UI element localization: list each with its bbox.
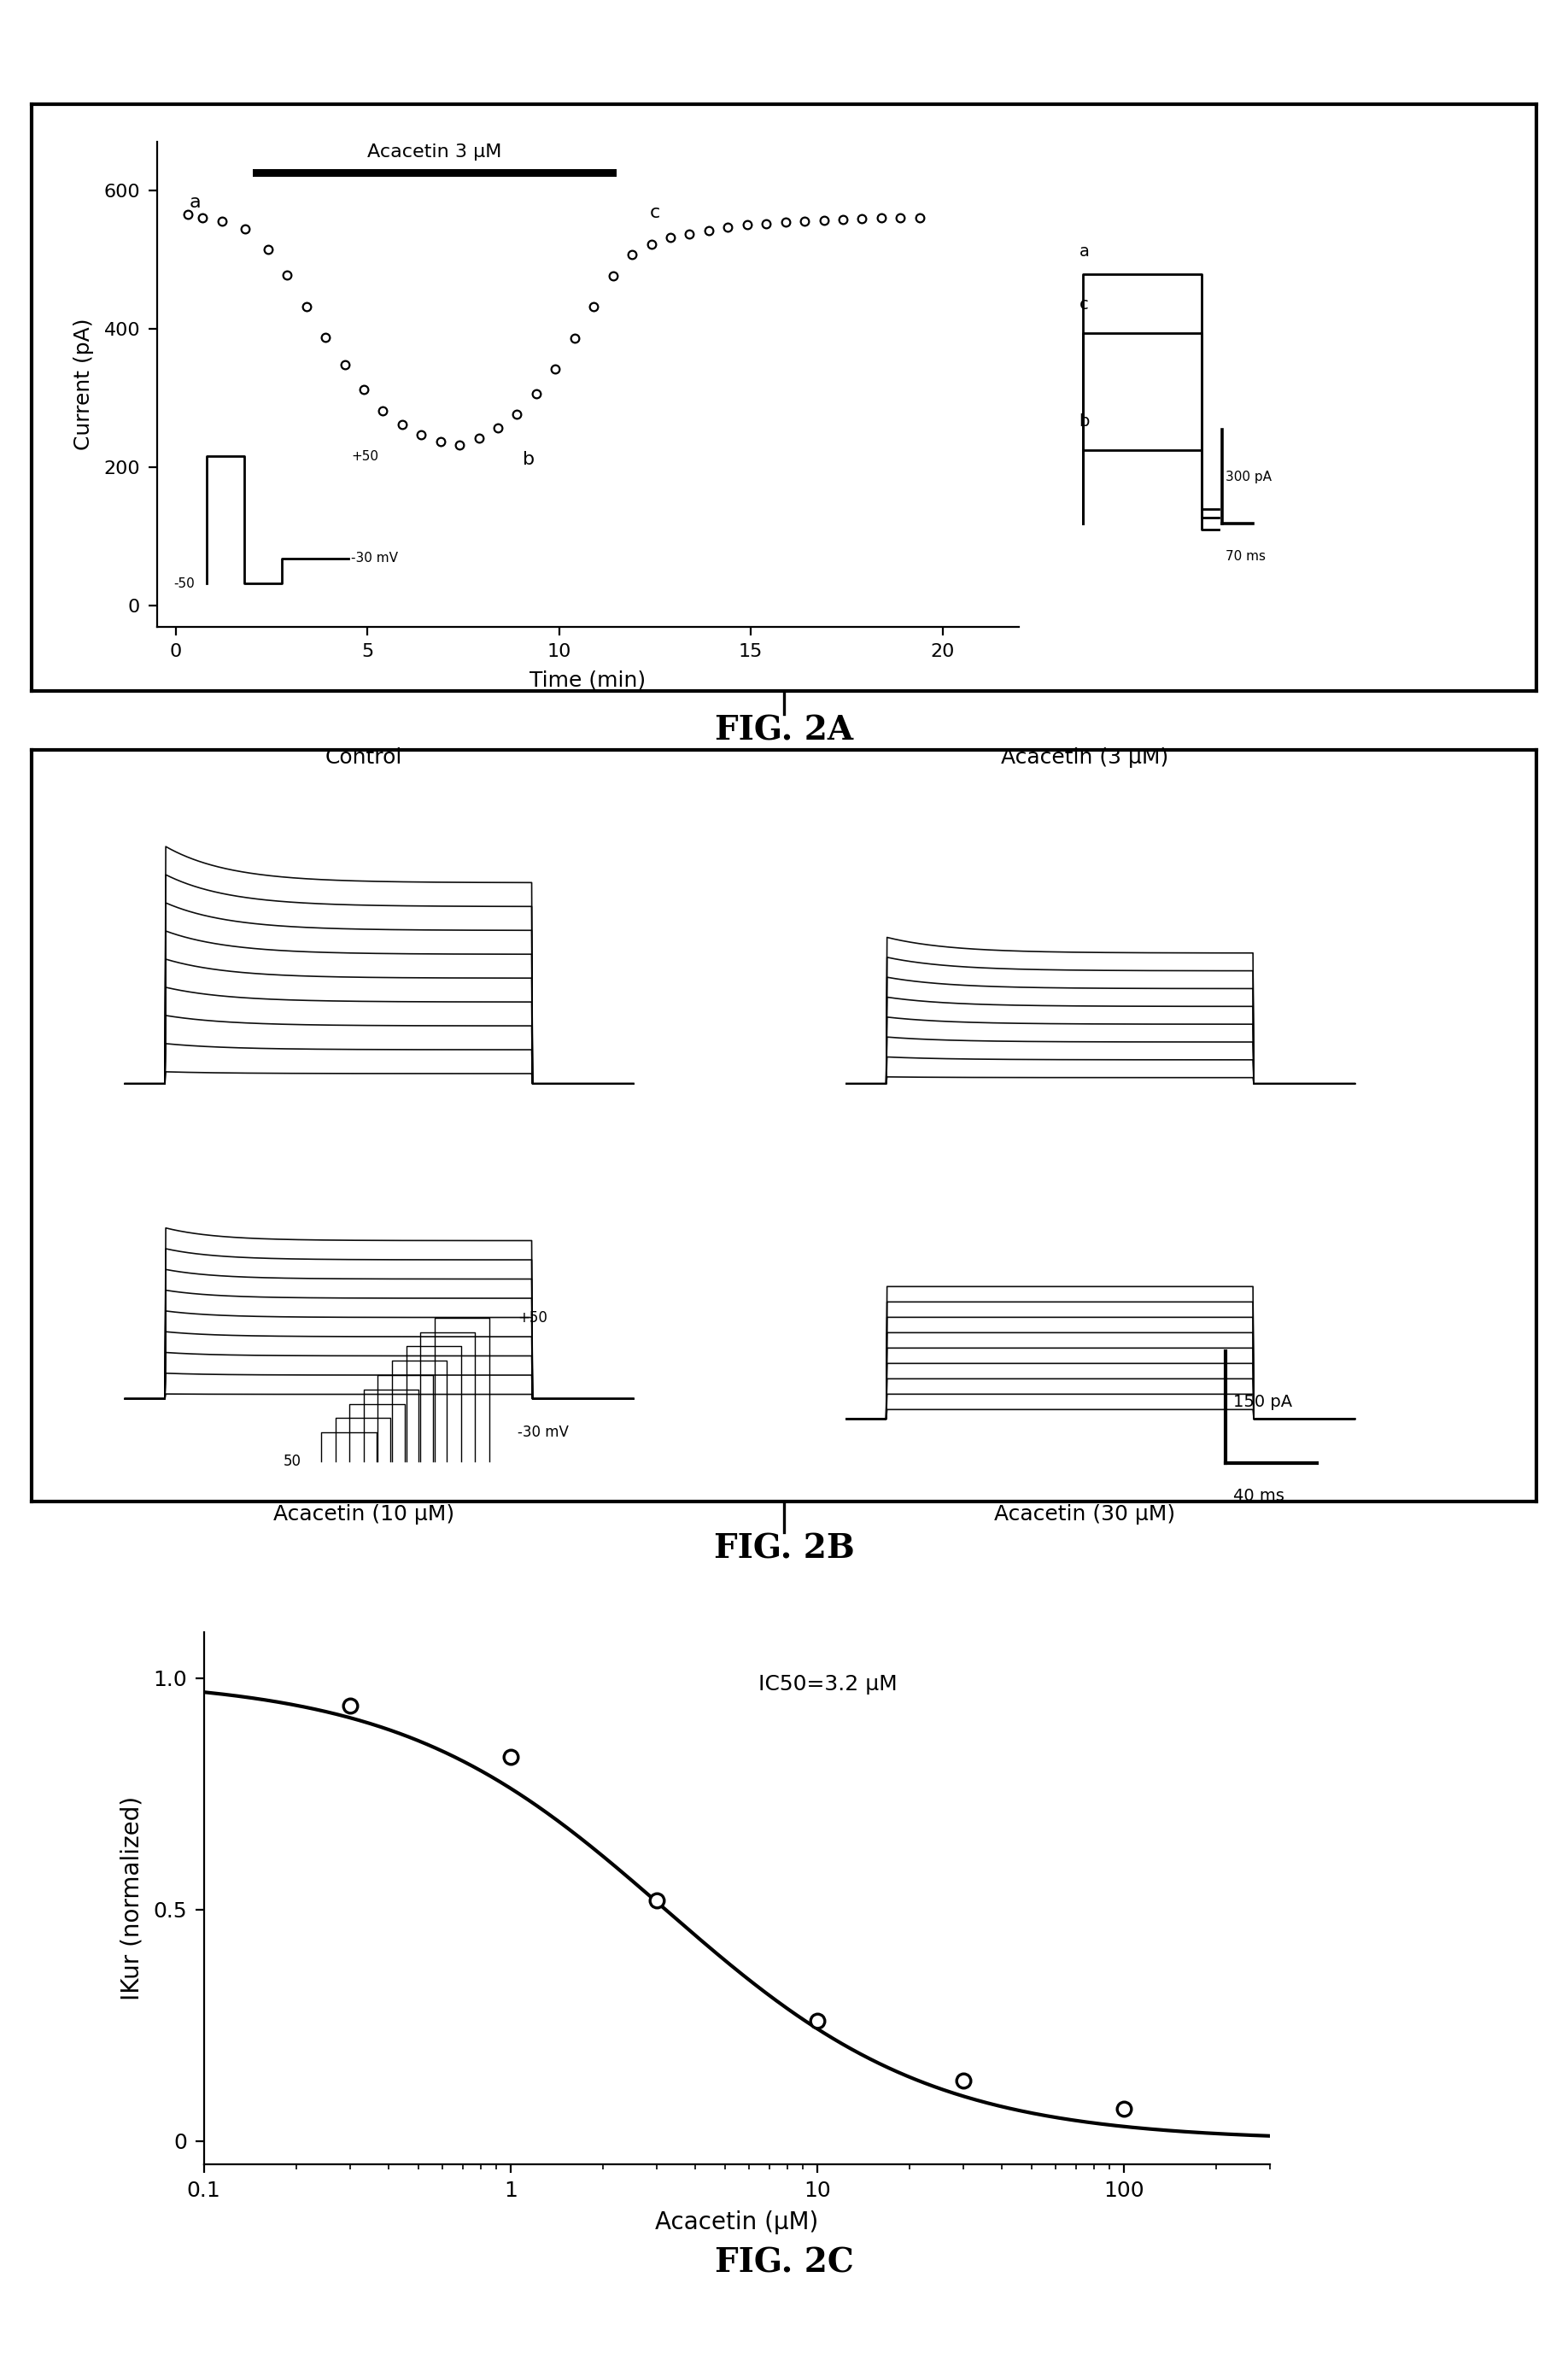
Text: a: a bbox=[1079, 244, 1090, 260]
Text: FIG. 2B: FIG. 2B bbox=[713, 1533, 855, 1566]
Text: 50: 50 bbox=[284, 1454, 301, 1469]
Y-axis label: Current (pA): Current (pA) bbox=[74, 319, 94, 449]
Text: IC50=3.2 μM: IC50=3.2 μM bbox=[759, 1674, 897, 1696]
Text: +50: +50 bbox=[517, 1310, 547, 1324]
Text: FIG. 2C: FIG. 2C bbox=[715, 2247, 853, 2280]
Text: 70 ms: 70 ms bbox=[1225, 551, 1265, 563]
Text: FIG. 2A: FIG. 2A bbox=[715, 714, 853, 747]
Text: 150 pA: 150 pA bbox=[1232, 1393, 1292, 1410]
Text: b: b bbox=[1079, 414, 1090, 430]
Text: b: b bbox=[522, 452, 535, 468]
Y-axis label: IKur (normalized): IKur (normalized) bbox=[119, 1795, 144, 2001]
Text: c: c bbox=[1079, 296, 1088, 312]
Text: Acacetin 3 μM: Acacetin 3 μM bbox=[367, 144, 502, 161]
Text: a: a bbox=[190, 194, 201, 210]
Bar bbox=[252, 168, 616, 177]
Text: Control: Control bbox=[325, 747, 403, 769]
Text: 40 ms: 40 ms bbox=[1232, 1488, 1284, 1504]
Text: 300 pA: 300 pA bbox=[1225, 471, 1272, 482]
Text: -30 mV: -30 mV bbox=[517, 1424, 569, 1440]
Text: Acacetin (30 μM): Acacetin (30 μM) bbox=[994, 1504, 1176, 1525]
X-axis label: Acacetin (μM): Acacetin (μM) bbox=[655, 2211, 818, 2235]
Text: c: c bbox=[649, 203, 660, 222]
X-axis label: Time (min): Time (min) bbox=[530, 669, 646, 691]
Text: Acacetin (10 μM): Acacetin (10 μM) bbox=[273, 1504, 455, 1525]
Text: Acacetin (3 μM): Acacetin (3 μM) bbox=[1002, 747, 1168, 769]
